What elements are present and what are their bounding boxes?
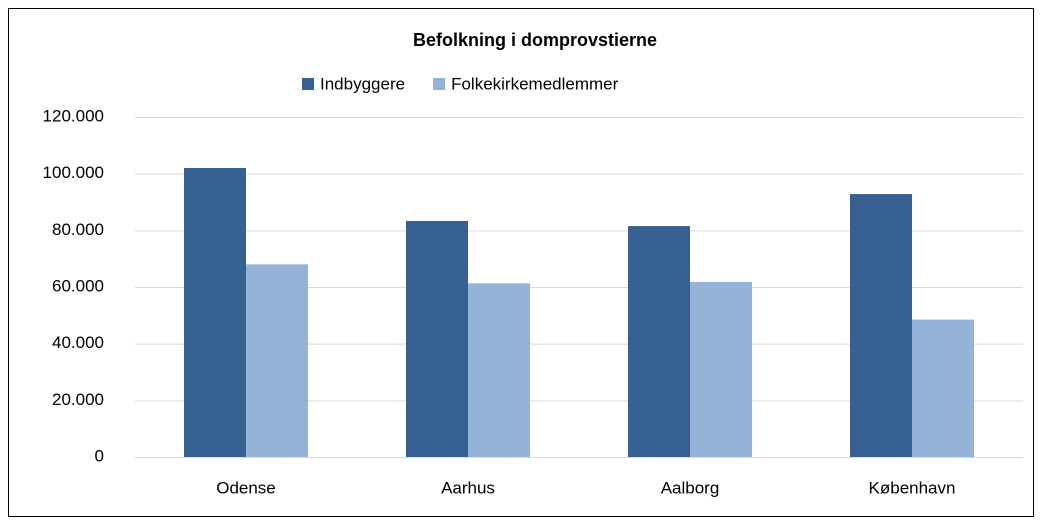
y-tick-label: 20.000 [52, 390, 104, 409]
bar [468, 283, 530, 457]
chart-title: Befolkning i domprovstierne [413, 30, 657, 50]
bar [184, 168, 246, 457]
bar [628, 226, 690, 457]
y-tick-label: 60.000 [52, 276, 104, 295]
bar [406, 220, 468, 457]
y-tick-label: 40.000 [52, 333, 104, 352]
bar [912, 319, 974, 457]
y-tick-label: 0 [95, 446, 104, 465]
legend-swatch [302, 78, 314, 90]
bar [246, 264, 308, 457]
bar [690, 281, 752, 457]
x-tick-label: København [869, 478, 956, 497]
x-tick-label: Odense [216, 478, 276, 497]
y-tick-label: 100.000 [43, 163, 104, 182]
y-tick-label: 80.000 [52, 220, 104, 239]
y-tick-label: 120.000 [43, 106, 104, 125]
legend-label: Folkekirkemedlemmer [451, 74, 619, 93]
x-tick-label: Aarhus [441, 478, 495, 497]
bar [850, 194, 912, 458]
legend-swatch [433, 78, 446, 90]
legend-label: Indbyggere [320, 74, 405, 93]
x-tick-label: Aalborg [661, 478, 720, 497]
